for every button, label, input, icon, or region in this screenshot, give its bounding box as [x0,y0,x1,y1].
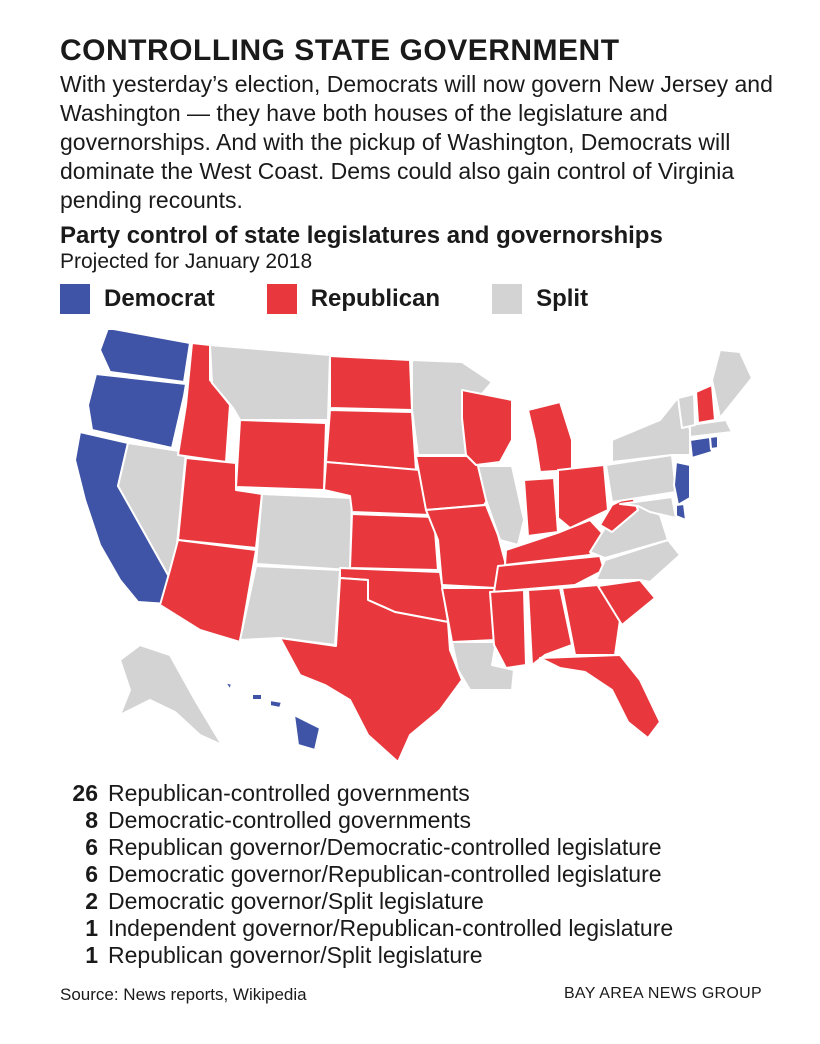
state-connecticut [689,436,713,459]
legend-swatch-democrat [60,284,90,314]
state-mississippi [489,589,527,669]
state-colorado [255,493,353,571]
state-south-carolina [597,579,656,626]
legend-label-republican: Republican [310,285,441,312]
us-party-control-map [74,330,753,760]
state-tennessee [493,555,605,593]
legend: Democrat Republican Split [60,284,640,314]
state-maine [711,349,753,419]
intro-text: With yesterday’s election, Democrats wil… [60,71,773,213]
stat-count: 26 [72,780,98,806]
stat-label: Democratic governor/Republican-controlle… [108,861,662,887]
state-georgia [561,584,621,656]
state-arizona [159,539,257,643]
state-maryland [619,496,677,519]
state-ohio [557,464,609,529]
state-vermont [677,393,696,429]
state-washington [99,330,191,383]
stat-label: Independent governor/Republican-controll… [108,915,674,941]
state-new-mexico [239,565,341,646]
state-north-dakota [329,355,413,411]
state-wisconsin [461,389,513,466]
legend-item-democrat: Democrat [60,284,215,314]
headline: CONTROLLING STATE GOVERNMENT [60,34,620,67]
stat-row: 1 Independent governor/Republican-control… [60,915,673,942]
state-massachusetts [689,419,733,438]
stat-count: 1 [85,915,98,941]
legend-swatch-republican [266,284,297,314]
stat-row: 26 Republican-controlled governments [60,780,673,807]
stat-label: Republican-controlled governments [108,780,470,806]
legend-item-split: Split [492,284,588,314]
source-note: Source: News reports, Wikipedia [60,985,307,1004]
stat-count: 1 [85,942,98,968]
state-alabama [527,587,573,666]
state-hawaii [224,681,321,751]
state-north-carolina [595,539,681,583]
state-new-jersey [673,461,691,506]
state-south-dakota [325,409,417,471]
stat-count: 2 [85,888,98,914]
state-alaska [119,644,223,746]
state-oregon [87,373,187,449]
stat-row: 8 Democratic-controlled governments [60,807,673,834]
state-michigan [527,401,573,473]
stat-count: 6 [85,834,98,860]
map-title: Party control of state legislatures and … [60,222,663,249]
map-subtitle: Projected for January 2018 [60,250,313,273]
credit-line: BAY AREA NEWS GROUP [563,985,762,1002]
stats-list: 26 Republican-controlled governments 8 Dem… [60,780,673,969]
state-kansas [349,513,439,571]
state-texas [279,577,463,760]
stat-row: 6 Democratic governor/Republican-controll… [60,861,673,888]
stat-count: 6 [85,861,98,887]
state-new-hampshire [695,384,716,424]
state-wyoming [235,419,327,491]
state-rhode-island [709,435,719,450]
stat-row: 6 Republican governor/Democratic-controll… [60,834,673,861]
state-indiana [523,477,559,537]
legend-swatch-split [492,284,523,314]
stat-label: Republican governor/Split legislature [108,942,483,968]
stat-row: 2 Democratic governor/Split legislature [60,888,673,915]
legend-item-republican: Republican [266,284,441,314]
state-delaware [675,503,687,521]
stat-row: 1 Republican governor/Split legislature [60,942,673,969]
stat-label: Republican governor/Democratic-controlle… [108,834,662,860]
stat-count: 8 [85,807,98,833]
stat-label: Democratic governor/Split legislature [108,888,484,914]
stat-label: Democratic-controlled governments [108,807,472,833]
state-florida [539,654,661,739]
legend-label-democrat: Democrat [104,285,215,312]
legend-label-split: Split [536,285,589,312]
